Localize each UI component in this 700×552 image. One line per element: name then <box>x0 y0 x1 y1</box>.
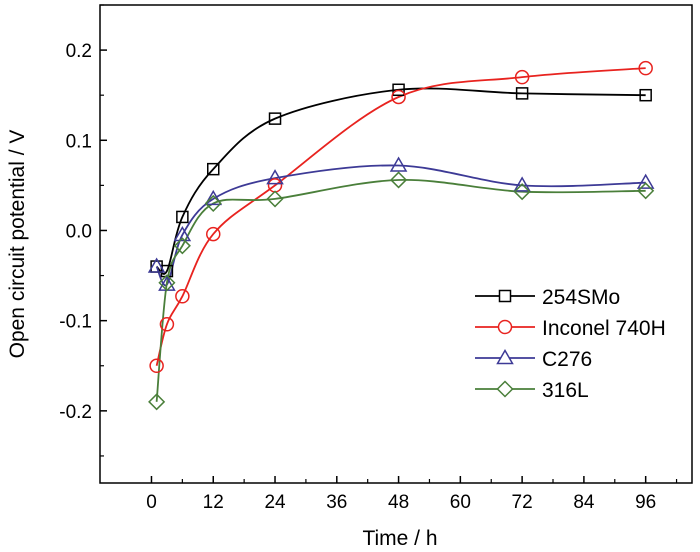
data-point <box>176 210 189 224</box>
y-tick-label: 0.2 <box>66 41 92 62</box>
data-point <box>149 358 164 374</box>
series-line-316l <box>155 179 646 402</box>
data-point <box>173 225 192 242</box>
data-point <box>266 169 284 185</box>
legend-marker <box>496 348 514 365</box>
y-tick-label: -0.1 <box>59 312 92 333</box>
series-line-c276 <box>155 164 646 287</box>
x-tick-label: 96 <box>635 492 656 513</box>
data-point <box>390 171 408 189</box>
y-tick-label: -0.2 <box>59 402 92 423</box>
x-tick-label: 24 <box>264 492 286 513</box>
data-point <box>173 237 191 255</box>
data-point <box>513 183 531 201</box>
x-tick-label: 84 <box>573 492 595 513</box>
data-point <box>175 289 190 304</box>
legend-label: 254SMo <box>542 286 620 309</box>
data-point <box>204 194 222 212</box>
legend-marker <box>498 289 512 303</box>
data-point <box>391 89 406 105</box>
data-point <box>515 87 529 100</box>
x-axis-label: Time / h <box>362 527 437 550</box>
data-point <box>148 393 166 411</box>
data-point <box>204 189 223 206</box>
data-point <box>636 173 655 189</box>
data-point <box>513 176 531 192</box>
legend-marker <box>497 319 513 335</box>
y-tick-label: 0.1 <box>66 131 92 152</box>
series-line-254smo <box>155 87 646 275</box>
y-axis-label: Open circuit potential / V <box>6 130 29 359</box>
x-tick-label: 36 <box>326 492 347 513</box>
legend: 254SMo Inconel 740H C276 316L <box>475 286 666 402</box>
data-point <box>159 317 175 332</box>
data-point <box>266 190 284 208</box>
data-point <box>207 162 220 176</box>
y-tick-label: 0.0 <box>66 221 92 242</box>
x-tick-label: 0 <box>146 492 157 513</box>
series-line-inconel-740h <box>155 67 646 366</box>
data-point <box>638 60 653 76</box>
x-tick-label: 12 <box>203 492 224 513</box>
x-tick-label: 60 <box>450 492 471 513</box>
data-point <box>637 182 655 200</box>
legend-label: Inconel 740H <box>542 317 666 340</box>
legend-label: 316L <box>542 379 589 402</box>
data-point <box>158 274 176 292</box>
legend-marker <box>496 380 514 398</box>
data-point <box>268 112 282 125</box>
x-tick-label: 48 <box>388 492 409 513</box>
data-point <box>514 69 530 85</box>
x-tick-label: 72 <box>512 492 533 513</box>
data-point <box>147 257 166 273</box>
data-point <box>639 88 652 102</box>
plot-frame <box>99 4 693 484</box>
data-point <box>206 226 221 242</box>
data-point <box>389 156 408 172</box>
legend-label: C276 <box>542 348 592 371</box>
data-point <box>392 83 405 97</box>
